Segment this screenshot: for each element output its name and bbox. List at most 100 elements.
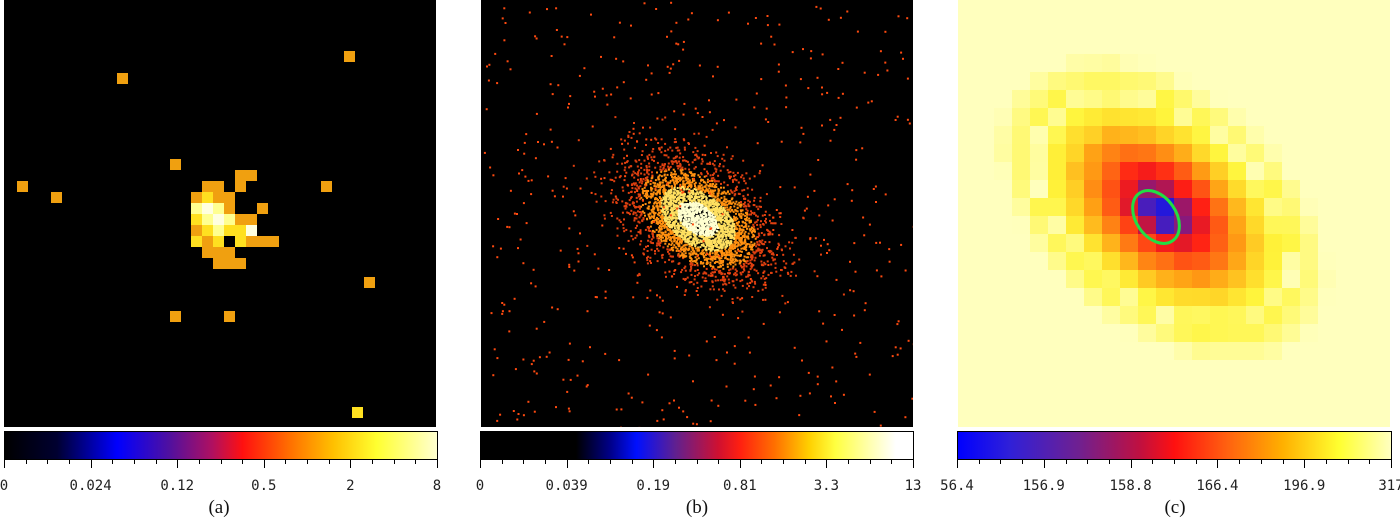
map-pixel — [1210, 414, 1228, 427]
event-point — [738, 225, 741, 227]
event-point — [672, 179, 675, 182]
event-point — [675, 224, 678, 227]
event-point — [673, 181, 676, 184]
colorbar-minor-tick — [415, 460, 417, 464]
colorbar-minor-tick — [891, 460, 893, 464]
event-point — [725, 215, 728, 218]
map-pixel — [1012, 180, 1030, 198]
event-point — [729, 242, 731, 245]
event-point — [722, 259, 725, 262]
event-point — [674, 188, 677, 191]
count-pixel — [344, 51, 355, 62]
event-point — [755, 236, 758, 239]
event-point — [770, 253, 773, 256]
event-point — [674, 175, 676, 178]
event-point — [726, 226, 729, 229]
colorbar-tick-mark — [913, 460, 914, 468]
event-point — [713, 218, 716, 221]
event-point — [633, 183, 636, 186]
event-point — [736, 223, 739, 226]
event-point — [660, 146, 663, 149]
map-pixel — [1084, 324, 1102, 342]
event-point — [608, 171, 611, 174]
event-point — [735, 270, 738, 273]
background-event — [841, 328, 843, 331]
map-pixel — [1102, 342, 1120, 360]
map-pixel — [1012, 360, 1030, 378]
event-point — [639, 207, 641, 210]
event-point — [647, 207, 650, 210]
event-point — [714, 260, 717, 263]
colorbar-minor-tick — [1239, 460, 1241, 464]
event-point — [690, 240, 693, 243]
background-event — [568, 410, 571, 413]
event-point — [737, 243, 740, 246]
event-point — [637, 210, 639, 213]
event-point — [711, 185, 714, 188]
background-event — [798, 414, 801, 417]
event-point — [732, 265, 735, 268]
event-point — [659, 183, 662, 186]
event-point — [639, 229, 642, 232]
background-event — [606, 103, 609, 106]
event-point — [709, 224, 712, 227]
map-pixel — [958, 108, 976, 126]
event-point — [699, 206, 702, 209]
event-point — [713, 200, 716, 203]
event-point — [737, 237, 740, 239]
map-pixel — [1372, 252, 1390, 270]
map-pixel — [1048, 360, 1066, 378]
event-point — [625, 228, 628, 231]
event-point — [709, 261, 712, 264]
background-event — [777, 70, 780, 73]
map-pixel — [1066, 54, 1084, 72]
event-point — [697, 238, 700, 241]
event-point — [681, 252, 684, 255]
event-point — [694, 207, 697, 210]
map-pixel — [1318, 378, 1336, 396]
background-event — [802, 48, 804, 51]
map-pixel — [1282, 324, 1300, 342]
background-event — [863, 71, 866, 74]
event-point — [687, 142, 690, 144]
map-pixel — [1138, 126, 1156, 144]
background-event — [841, 61, 844, 64]
map-pixel — [958, 126, 976, 144]
map-pixel — [976, 54, 994, 72]
event-point — [687, 222, 690, 225]
event-point — [651, 229, 654, 232]
event-point — [699, 231, 702, 234]
map-pixel — [1102, 54, 1120, 72]
event-point — [670, 200, 673, 203]
event-point — [728, 247, 731, 249]
event-point — [705, 245, 708, 248]
event-point — [600, 195, 603, 198]
event-point — [726, 200, 729, 203]
map-pixel — [1336, 144, 1354, 162]
event-point — [763, 261, 766, 264]
event-point — [727, 213, 729, 216]
event-point — [699, 202, 702, 205]
background-event — [809, 173, 812, 176]
map-pixel — [1138, 198, 1156, 216]
event-point — [758, 205, 761, 208]
event-point — [752, 223, 755, 226]
background-event — [835, 380, 838, 383]
event-point — [784, 302, 787, 305]
event-point — [734, 235, 737, 238]
map-pixel — [1192, 18, 1210, 36]
event-point — [742, 265, 745, 268]
map-pixel — [1156, 378, 1174, 396]
event-point — [646, 156, 649, 159]
map-pixel — [1084, 18, 1102, 36]
event-point — [728, 251, 731, 254]
background-event — [863, 309, 866, 312]
event-point — [736, 296, 739, 299]
background-event — [550, 55, 553, 57]
event-point — [721, 272, 724, 275]
event-point — [646, 171, 649, 174]
background-event — [509, 189, 512, 192]
map-pixel — [1156, 18, 1174, 36]
event-point — [688, 179, 691, 182]
map-pixel — [1282, 216, 1300, 234]
